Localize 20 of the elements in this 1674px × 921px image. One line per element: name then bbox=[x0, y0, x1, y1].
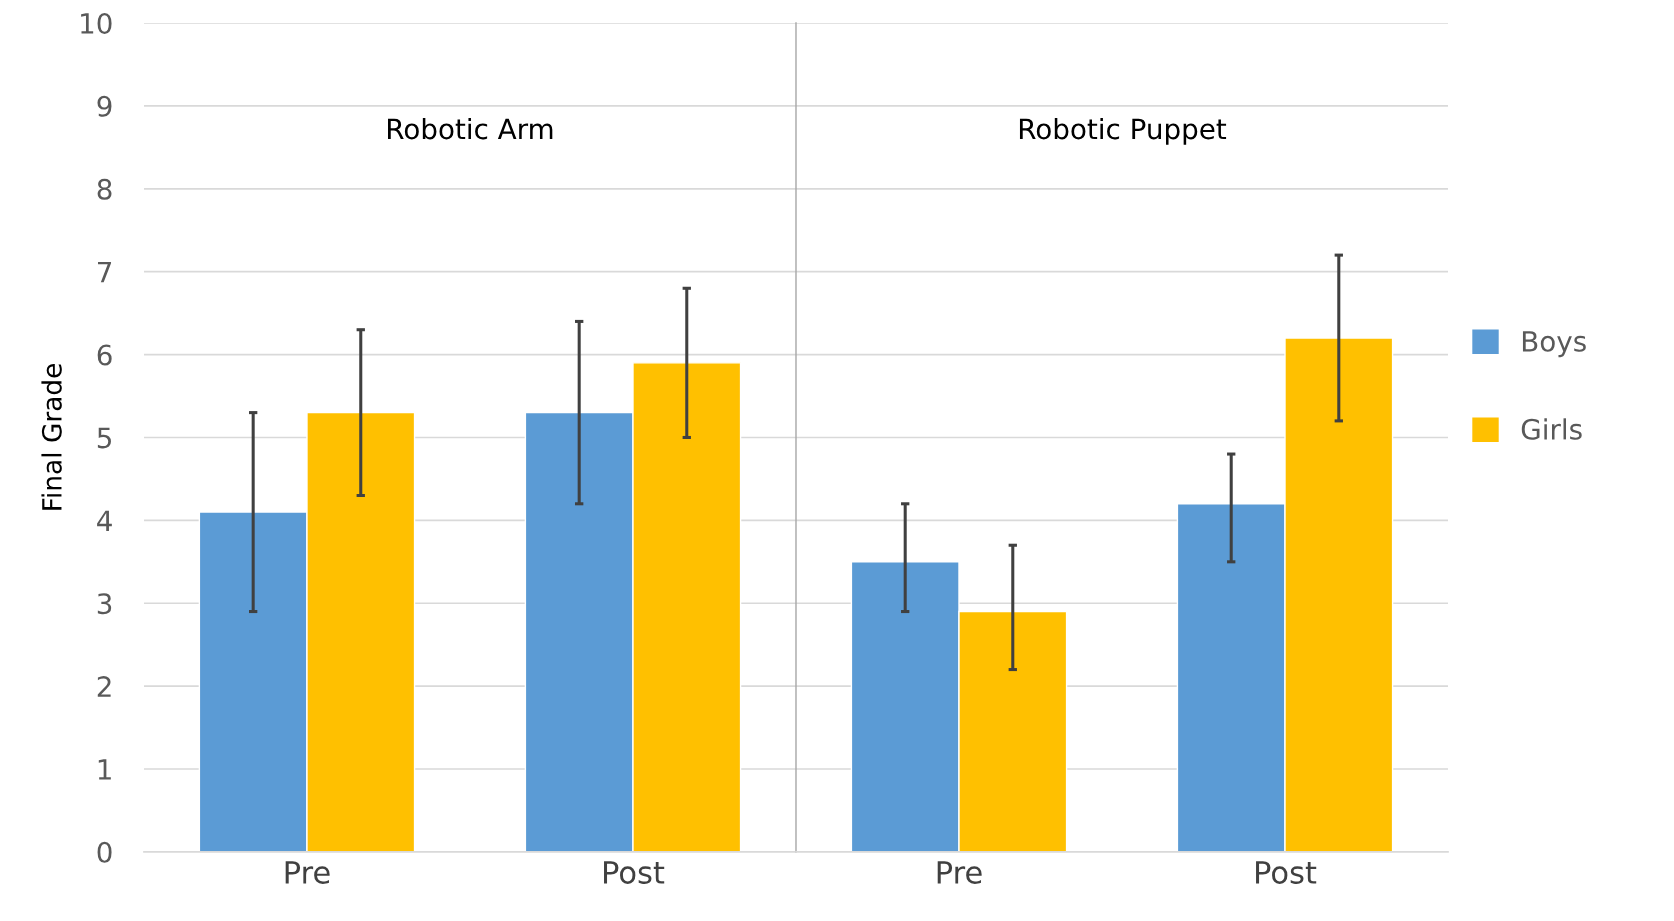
y-tick-label: 7 bbox=[98, 262, 112, 283]
x-tick-label: Pre bbox=[285, 861, 330, 884]
x-tick-label: Post bbox=[604, 861, 665, 884]
text: Robotic Puppet bbox=[1019, 117, 1227, 145]
y-tick-label: 0 bbox=[97, 841, 112, 863]
y-axis-title: Final Grade bbox=[41, 364, 62, 510]
legend-label: Boys bbox=[1522, 331, 1586, 358]
text: Robotic Arm bbox=[388, 117, 553, 140]
y-tick-label: 6 bbox=[97, 344, 112, 366]
y-tick-label: 5 bbox=[97, 427, 111, 449]
y-tick-label: 2 bbox=[97, 676, 111, 697]
legend-label: Girls bbox=[1521, 418, 1582, 440]
x-tick-label: Pre bbox=[937, 861, 982, 884]
y-tick-label: 8 bbox=[97, 178, 112, 200]
y-tick-label: 9 bbox=[97, 95, 112, 117]
x-tick-label: Post bbox=[1256, 861, 1317, 884]
y-tick-label: 10 bbox=[81, 12, 112, 34]
y-tick-label: 3 bbox=[97, 593, 112, 615]
y-tick-label: 1 bbox=[98, 759, 111, 780]
y-tick-label: 4 bbox=[97, 510, 112, 531]
